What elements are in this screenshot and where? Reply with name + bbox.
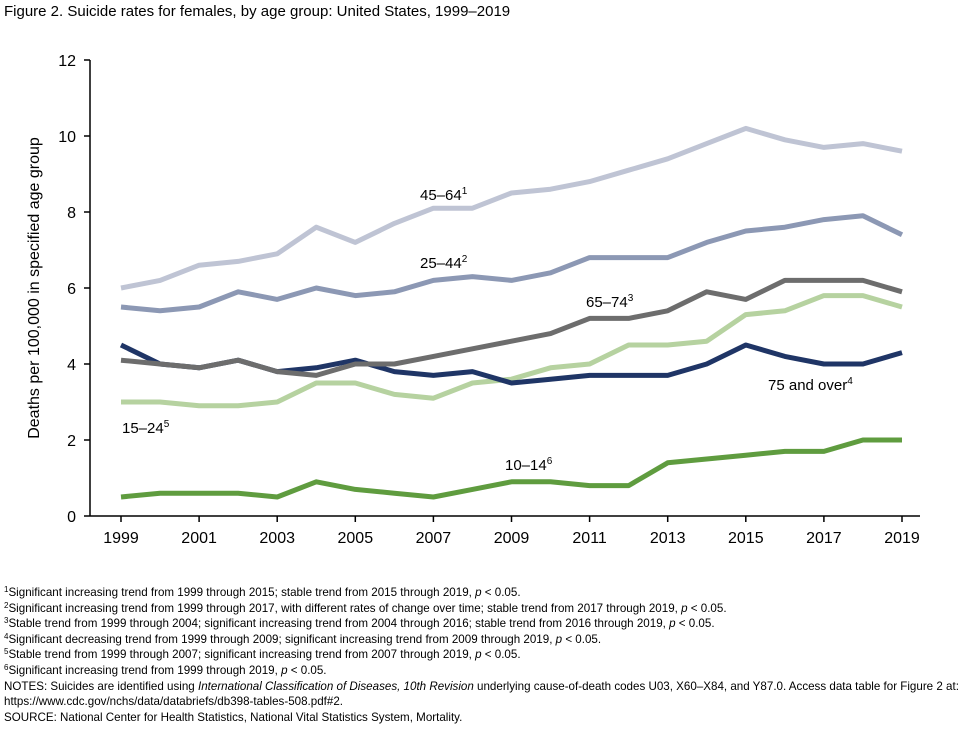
x-tick-label: 2005 (338, 530, 374, 547)
y-tick-label: 4 (67, 357, 76, 374)
x-tick-label: 2015 (728, 530, 764, 547)
y-axis-label: Deaths per 100,000 in specified age grou… (26, 137, 43, 439)
x-tick-label: 2003 (259, 530, 295, 547)
x-tick-label: 2009 (494, 530, 530, 547)
x-tick-label: 2001 (181, 530, 217, 547)
series-line (120, 277, 903, 378)
x-tick-label: 2013 (650, 530, 686, 547)
source: SOURCE: National Center for Health Stati… (4, 710, 463, 724)
y-tick-label: 0 (67, 509, 76, 526)
series-label: 10–146 (505, 456, 553, 474)
footnote: 1Significant increasing trend from 1999 … (4, 585, 521, 600)
series-label: 65–743 (586, 293, 634, 311)
series-line (120, 437, 902, 500)
series-line (120, 125, 903, 291)
x-tick-label: 2019 (884, 530, 920, 547)
footnote: 5Stable trend from 1999 through 2007; si… (4, 647, 521, 662)
figure-title: Figure 2. Suicide rates for females, by … (4, 3, 511, 20)
y-tick-label: 6 (67, 281, 76, 298)
y-tick-label: 10 (58, 129, 76, 146)
x-tick-label: 2007 (416, 530, 452, 547)
y-tick-label: 12 (58, 53, 76, 70)
footnote: 2Significant increasing trend from 1999 … (4, 600, 727, 615)
footnote: 4Significant decreasing trend from 1999 … (4, 631, 602, 646)
x-tick-label: 2017 (806, 530, 842, 547)
y-tick-label: 2 (67, 433, 76, 450)
notes: NOTES: Suicides are identified using Int… (4, 679, 959, 709)
series-label: 15–245 (122, 419, 170, 437)
series-line (121, 293, 903, 409)
x-tick-label: 2011 (572, 530, 607, 547)
line-chart: 0 2 4 6 8 10 12 1999 2001 2003 2005 2007 2009 2011 201… (26, 53, 920, 547)
x-tick-label: 1999 (103, 530, 139, 547)
series-label: 45–641 (420, 186, 468, 204)
series-label: 25–442 (420, 254, 468, 272)
footnotes: 1Significant increasing trend from 1999 … (4, 585, 960, 725)
series-label: 75 and over4 (768, 376, 853, 394)
footnote: 3Stable trend from 1999 through 2004; si… (4, 616, 715, 631)
footnote: 6Significant increasing trend from 1999 … (4, 662, 327, 677)
series-line (120, 213, 904, 314)
y-tick-label: 8 (67, 205, 76, 222)
